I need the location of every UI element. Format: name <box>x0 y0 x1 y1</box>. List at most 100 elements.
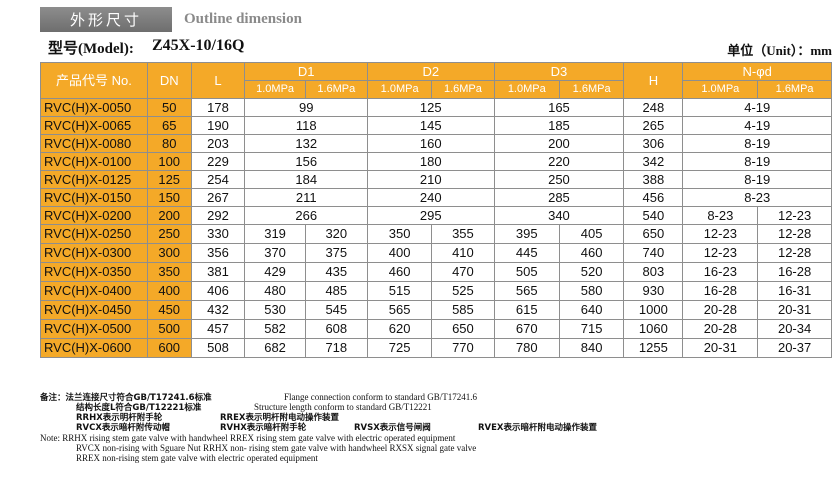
cell-code: RVC(H)X-0450 <box>40 300 148 320</box>
cell-d1-p2: 320 <box>304 224 368 244</box>
cell-dn: 80 <box>146 134 192 153</box>
cell-d2-p2: 585 <box>431 300 495 320</box>
cell-nd-p1: 16-28 <box>682 281 759 301</box>
header-nd-p2: 1.6MPa <box>757 80 832 99</box>
table-row: RVC(H)X-0250 250 330 319 320 350 355 395 405 650 1… <box>40 224 832 244</box>
cell-d3-p1: 445 <box>493 243 560 263</box>
cell-nd: 4-19 <box>682 98 832 117</box>
cell-d1-p1: 682 <box>244 338 306 358</box>
cell-nd-p2: 12-23 <box>757 206 832 225</box>
header-h: H <box>623 62 684 99</box>
cell-code: RVC(H)X-0125 <box>40 170 148 189</box>
cell-d1-p2: 545 <box>304 300 368 320</box>
model-value: Z45X-10/16Q <box>152 37 245 54</box>
header-dn: DN <box>146 62 192 99</box>
cell-l: 381 <box>190 262 246 282</box>
cell-h: 1060 <box>623 319 684 339</box>
table-row: RVC(H)X-0150 150 267 211 240 285 456 8-23 <box>40 188 832 207</box>
cell-d2-p1: 460 <box>366 262 433 282</box>
cell-nd: 8-23 <box>682 188 832 207</box>
cell-code: RVC(H)X-0050 <box>40 98 148 117</box>
cell-h: 388 <box>623 170 684 189</box>
cell-h: 342 <box>623 152 684 171</box>
cell-nd-p1: 20-28 <box>682 319 759 339</box>
cell-nd-p1: 20-28 <box>682 300 759 320</box>
cell-dn: 65 <box>146 116 192 135</box>
cell-d2-p1: 400 <box>366 243 433 263</box>
cell-d1-p2: 718 <box>304 338 368 358</box>
cell-dn: 250 <box>146 224 192 244</box>
cell-h: 650 <box>623 224 684 244</box>
cell-nd-p2: 16-31 <box>757 281 832 301</box>
cell-l: 406 <box>190 281 246 301</box>
header-d2-p1: 1.0MPa <box>366 80 433 99</box>
cell-dn: 200 <box>146 206 192 225</box>
cell-l: 292 <box>190 206 246 225</box>
cell-code: RVC(H)X-0600 <box>40 338 148 358</box>
cell-d2-p1: 620 <box>366 319 433 339</box>
table-body: RVC(H)X-0050 50 178 99 125 165 248 4-19 RVC(H)X-… <box>40 98 832 358</box>
header-d2: D2 <box>366 62 495 81</box>
cell-h: 740 <box>623 243 684 263</box>
cell-d1: 156 <box>244 152 368 171</box>
cell-d3: 250 <box>493 170 625 189</box>
cell-code: RVC(H)X-0300 <box>40 243 148 263</box>
note-1-cn: 备注：法兰连接尺寸符合GB/T17241.6标准 <box>40 393 212 403</box>
cell-d1-p1: 530 <box>244 300 306 320</box>
cell-h: 540 <box>623 206 684 225</box>
cell-code: RVC(H)X-0500 <box>40 319 148 339</box>
cell-d1-p2: 485 <box>304 281 368 301</box>
cell-nd-p1: 16-23 <box>682 262 759 282</box>
cell-d2: 145 <box>366 116 495 135</box>
cell-d1-p2: 608 <box>304 319 368 339</box>
cell-nd: 8-19 <box>682 170 832 189</box>
cell-d2: 180 <box>366 152 495 171</box>
cell-l: 508 <box>190 338 246 358</box>
cell-d1-p2: 435 <box>304 262 368 282</box>
cell-d2: 240 <box>366 188 495 207</box>
cell-d2-p2: 410 <box>431 243 495 263</box>
table-row: RVC(H)X-0350 350 381 429 435 460 470 505 520 803 1… <box>40 262 832 282</box>
cell-nd-p1: 8-23 <box>682 206 759 225</box>
note-2-cn: 结构长度L符合GB/T12221标准 <box>76 403 202 413</box>
cell-d3-p1: 395 <box>493 224 560 244</box>
cell-nd: 8-19 <box>682 152 832 171</box>
cell-d1-p1: 429 <box>244 262 306 282</box>
cell-dn: 50 <box>146 98 192 117</box>
cell-d3-p2: 715 <box>558 319 625 339</box>
note-4c: RVSX表示信号闸阀 <box>354 423 431 433</box>
cell-d3-p1: 780 <box>493 338 560 358</box>
cell-d3-p2: 640 <box>558 300 625 320</box>
cell-d3-p2: 405 <box>558 224 625 244</box>
cell-l: 267 <box>190 188 246 207</box>
cell-d2-p1: 725 <box>366 338 433 358</box>
header-nd-p1: 1.0MPa <box>682 80 759 99</box>
cell-nd: 8-19 <box>682 134 832 153</box>
cell-d1: 118 <box>244 116 368 135</box>
cell-code: RVC(H)X-0250 <box>40 224 148 244</box>
table-row: RVC(H)X-0300 300 356 370 375 400 410 445 460 740 1… <box>40 243 832 263</box>
cell-d2-p2: 770 <box>431 338 495 358</box>
cell-h: 306 <box>623 134 684 153</box>
cell-d3-p2: 840 <box>558 338 625 358</box>
table-subheader-row: 1.0MPa 1.6MPa 1.0MPa 1.6MPa 1.0MPa 1.6MP… <box>41 80 832 99</box>
header-l: L <box>190 62 246 99</box>
table-row: RVC(H)X-0450 450 432 530 545 565 585 615 640 1000… <box>40 300 832 320</box>
cell-nd-p2: 16-28 <box>757 262 832 282</box>
cell-nd-p1: 20-31 <box>682 338 759 358</box>
cell-d2: 160 <box>366 134 495 153</box>
header-d1-p2: 1.6MPa <box>304 80 368 99</box>
cell-h: 248 <box>623 98 684 117</box>
cell-l: 330 <box>190 224 246 244</box>
note-4d: RVEX表示暗杆附电动操作装置 <box>478 423 597 433</box>
cell-l: 190 <box>190 116 246 135</box>
cell-dn: 100 <box>146 152 192 171</box>
cell-dn: 150 <box>146 188 192 207</box>
cell-d2-p2: 650 <box>431 319 495 339</box>
cell-code: RVC(H)X-0400 <box>40 281 148 301</box>
cell-d3: 200 <box>493 134 625 153</box>
cell-d3: 340 <box>493 206 625 225</box>
cell-dn: 300 <box>146 243 192 263</box>
cell-d3: 185 <box>493 116 625 135</box>
cell-d3-p2: 460 <box>558 243 625 263</box>
